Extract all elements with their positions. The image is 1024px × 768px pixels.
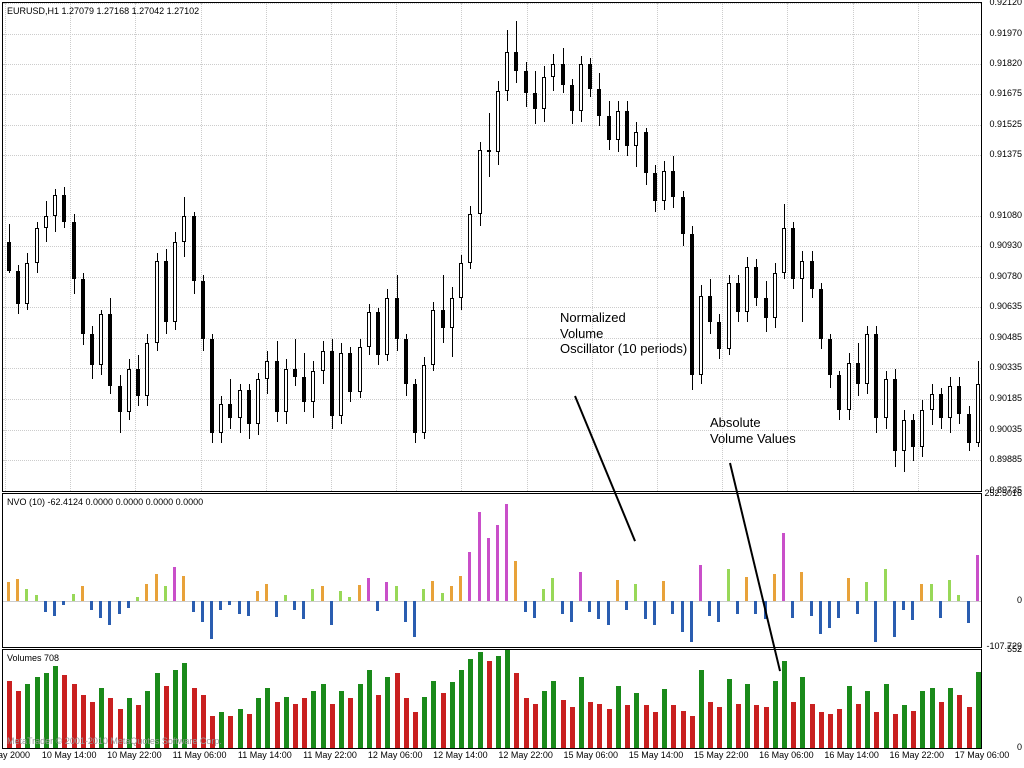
candlestick-area[interactable] xyxy=(3,3,981,491)
vol-yaxis: 5520 xyxy=(982,649,1022,749)
main-chart-label: EURUSD,H1 1.27079 1.27168 1.27042 1.2710… xyxy=(7,6,199,16)
nvo-panel[interactable]: NVO (10) -62.4124 0.0000 0.0000 0.0000 0… xyxy=(2,493,982,648)
volume-label: Volumes 708 xyxy=(7,653,59,663)
volume-panel[interactable]: Volumes 708 MetaTrader © 2001-2010 MetaQ… xyxy=(2,649,982,749)
main-yaxis: 0.921200.919700.918200.916750.915250.913… xyxy=(982,2,1022,492)
volume-bars-area[interactable] xyxy=(3,650,981,748)
time-xaxis: 10 May 200010 May 14:0010 May 22:0011 Ma… xyxy=(2,750,982,768)
nvo-bars-area[interactable] xyxy=(3,494,981,647)
main-chart-panel[interactable]: EURUSD,H1 1.27079 1.27168 1.27042 1.2710… xyxy=(2,2,982,492)
watermark-text: MetaTrader © 2001-2010 MetaQuotes Softwa… xyxy=(7,736,222,746)
nvo-yaxis: 252.50160-107.729 xyxy=(982,493,1022,648)
nvo-label: NVO (10) -62.4124 0.0000 0.0000 0.0000 0… xyxy=(7,497,203,507)
